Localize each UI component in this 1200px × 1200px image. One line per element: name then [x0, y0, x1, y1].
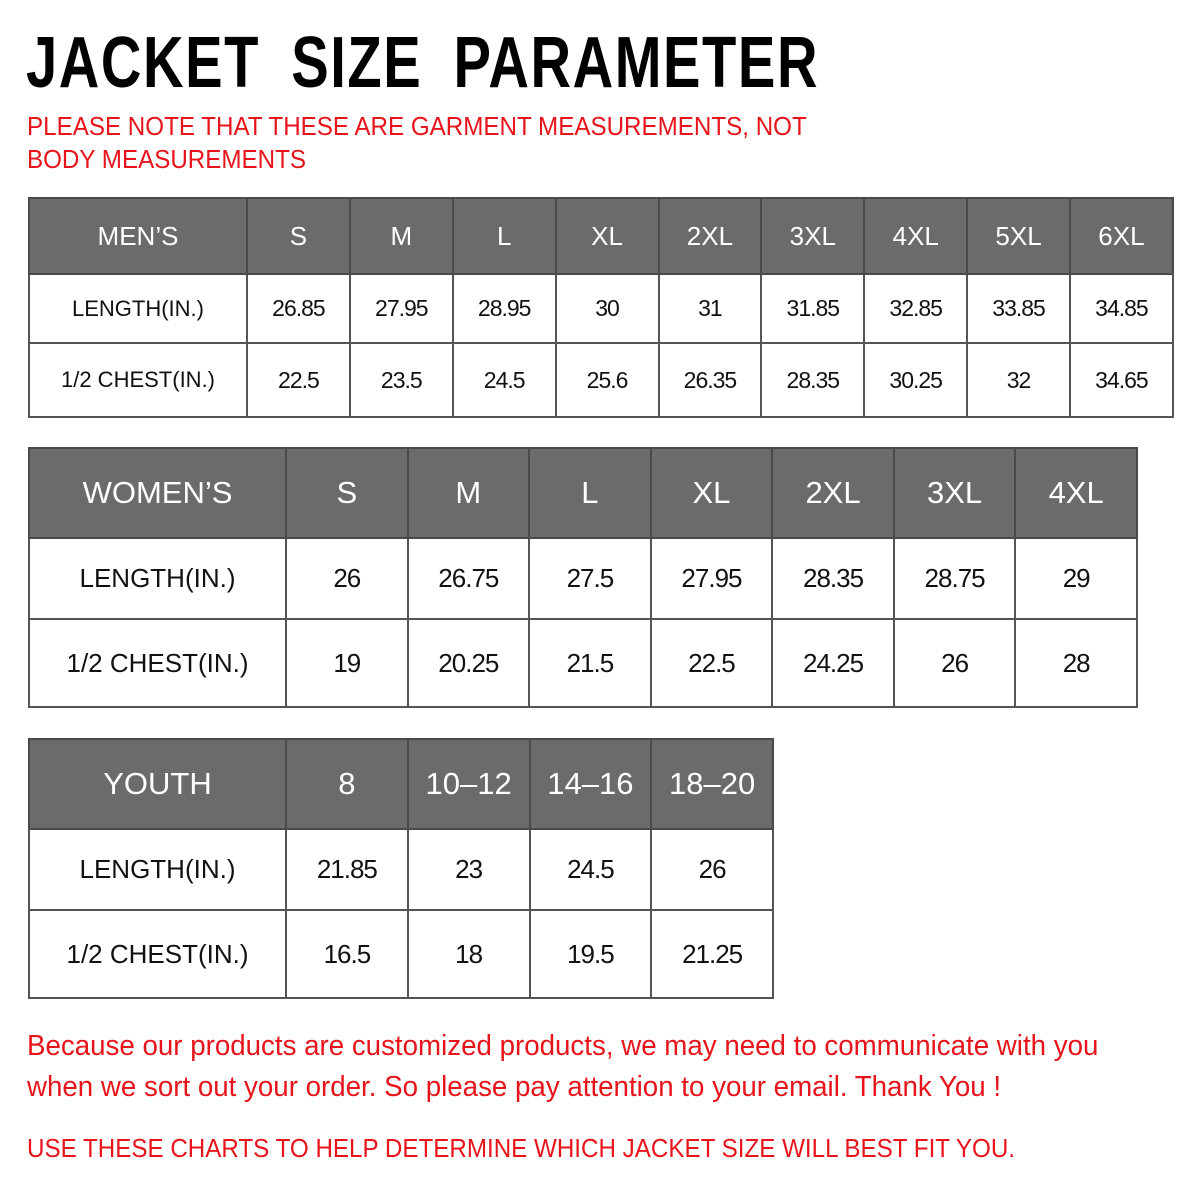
footer-message-line-1: Because our products are customized prod… [27, 1030, 1099, 1062]
size-header-cell: 5XL [966, 197, 1071, 275]
measurement-label: LENGTH(IN.) [28, 828, 287, 911]
table-row: LENGTH(IN.) 21.85 23 24.5 26 [28, 828, 774, 911]
footer-usage-note: USE THESE CHARTS TO HELP DETERMINE WHICH… [27, 1133, 1016, 1163]
table-category-header: WOMEN’S [28, 447, 287, 539]
measurement-value: 22.5 [246, 342, 351, 418]
measurement-value: 22.5 [649, 618, 774, 708]
size-header-cell: 8 [285, 738, 409, 830]
measurement-value: 31 [657, 273, 763, 344]
table-row: LENGTH(IN.) 26 26.75 27.5 27.95 28.35 28.75 29 [28, 537, 1138, 620]
measurement-value: 27.95 [649, 537, 774, 620]
mens-size-table: MEN’S S M L XL 2XL 3XL 4XL 5XL 6XL LENGTH(IN.) 26.8… [28, 197, 1174, 418]
table-row: LENGTH(IN.) 26.85 27.95 28.95 30 31 31.85 32.85… [28, 273, 1174, 344]
measurement-value: 34.65 [1069, 342, 1174, 418]
measurement-value: 34.85 [1069, 273, 1174, 344]
table-row: 1/2 CHEST(IN.) 22.5 23.5 24.5 25.6 26.35 28.35… [28, 342, 1174, 418]
measurement-value: 26 [285, 537, 409, 620]
measurement-value: 30.25 [863, 342, 969, 418]
measurement-value: 32 [966, 342, 1071, 418]
measurement-label: 1/2 CHEST(IN.) [28, 342, 248, 418]
measurement-value: 28.35 [760, 342, 866, 418]
measurement-value: 20.25 [406, 618, 531, 708]
table-header-row: YOUTH 8 10–12 14–16 18–20 [28, 738, 774, 830]
measurement-value: 19.5 [528, 909, 653, 999]
table-header-row: MEN’S S M L XL 2XL 3XL 4XL 5XL 6XL [28, 197, 1174, 275]
measurement-value: 30 [554, 273, 660, 344]
size-header-cell: M [348, 197, 454, 275]
measurement-value: 26 [650, 828, 774, 911]
size-header-cell: 14–16 [528, 738, 653, 830]
measurement-value: 29 [1014, 537, 1138, 620]
size-header-cell: 2XL [771, 447, 895, 539]
size-header-cell: 4XL [1014, 447, 1138, 539]
measurement-value: 21.25 [650, 909, 774, 999]
measurement-value: 27.95 [348, 273, 454, 344]
measurement-value: 24.5 [528, 828, 653, 911]
footer-message-line-2: when we sort out your order. So please p… [27, 1071, 1002, 1103]
size-header-cell: 3XL [760, 197, 866, 275]
measurement-value: 16.5 [285, 909, 409, 999]
measurement-value: 28.95 [451, 273, 557, 344]
measurement-value: 26.35 [657, 342, 763, 418]
size-header-cell: L [528, 447, 652, 539]
measurement-value: 18 [406, 909, 531, 999]
measurement-value: 23.5 [348, 342, 454, 418]
measurement-value: 23 [406, 828, 531, 911]
table-category-header: MEN’S [28, 197, 248, 275]
measurement-value: 28.35 [771, 537, 895, 620]
size-header-cell: 4XL [863, 197, 969, 275]
measurement-label: LENGTH(IN.) [28, 537, 287, 620]
measurement-value: 24.5 [451, 342, 557, 418]
size-header-cell: 18–20 [650, 738, 774, 830]
measurement-value: 31.85 [760, 273, 866, 344]
measurement-value: 33.85 [966, 273, 1071, 344]
measurement-label: LENGTH(IN.) [28, 273, 248, 344]
table-row: 1/2 CHEST(IN.) 16.5 18 19.5 21.25 [28, 909, 774, 999]
size-header-cell: S [246, 197, 351, 275]
measurement-value: 32.85 [863, 273, 969, 344]
page-title: JACKET SIZE PARAMETER [26, 23, 820, 103]
measurement-value: 28.75 [892, 537, 1017, 620]
size-header-cell: 10–12 [406, 738, 531, 830]
garment-note: PLEASE NOTE THAT THESE ARE GARMENT MEASU… [27, 111, 807, 174]
measurement-value: 26.75 [406, 537, 531, 620]
measurement-value: 24.25 [771, 618, 895, 708]
table-header-row: WOMEN’S S M L XL 2XL 3XL 4XL [28, 447, 1138, 539]
measurement-value: 28 [1014, 618, 1138, 708]
size-header-cell: M [406, 447, 531, 539]
measurement-value: 19 [285, 618, 409, 708]
measurement-value: 21.5 [528, 618, 652, 708]
measurement-label: 1/2 CHEST(IN.) [28, 909, 287, 999]
size-header-cell: 3XL [892, 447, 1017, 539]
table-category-header: YOUTH [28, 738, 287, 830]
size-header-cell: XL [554, 197, 660, 275]
size-header-cell: S [285, 447, 409, 539]
measurement-value: 26.85 [246, 273, 351, 344]
youth-size-table: YOUTH 8 10–12 14–16 18–20 LENGTH(IN.) 21.85 23 2… [28, 738, 774, 999]
measurement-value: 26 [892, 618, 1017, 708]
measurement-value: 25.6 [554, 342, 660, 418]
measurement-label: 1/2 CHEST(IN.) [28, 618, 287, 708]
size-header-cell: XL [649, 447, 774, 539]
size-header-cell: L [451, 197, 557, 275]
table-row: 1/2 CHEST(IN.) 19 20.25 21.5 22.5 24.25 26 28 [28, 618, 1138, 708]
size-header-cell: 2XL [657, 197, 763, 275]
measurement-value: 21.85 [285, 828, 409, 911]
womens-size-table: WOMEN’S S M L XL 2XL 3XL 4XL LENGTH(IN.) 26 26.75 2… [28, 447, 1138, 708]
measurement-value: 27.5 [528, 537, 652, 620]
size-header-cell: 6XL [1069, 197, 1174, 275]
